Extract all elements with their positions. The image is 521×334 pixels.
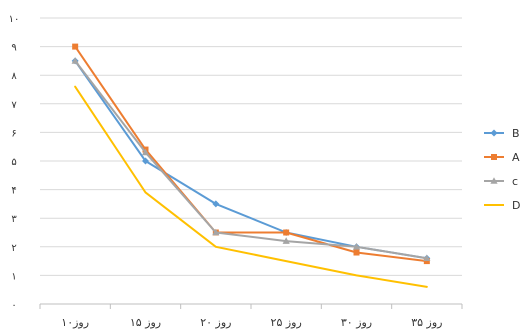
data-point bbox=[352, 243, 361, 250]
series-line bbox=[74, 85, 428, 288]
legend-label: B bbox=[512, 127, 520, 140]
x-axis-ticks: ۱۰روز ۱۵ روز ۲۰ روز ۲۵ روز ۳۰ روز ۳۵ روز bbox=[61, 316, 442, 329]
x-tick-label: ۳۵ روز bbox=[411, 316, 442, 329]
legend-label: A bbox=[512, 151, 520, 164]
y-tick-label: ۱ bbox=[11, 271, 16, 282]
data-point bbox=[490, 177, 498, 184]
data-point bbox=[491, 154, 497, 160]
y-axis-ticks: ۰ ۱ ۲ ۳ ۴ ۵ ۶ ۷ ۸ ۹ ۱۰ bbox=[9, 14, 20, 311]
y-tick-label: ۴ bbox=[11, 186, 16, 197]
legend-item: B bbox=[484, 127, 520, 140]
y-tick-label: ۱۰ bbox=[9, 14, 20, 25]
series-c bbox=[71, 57, 431, 262]
y-tick-label: ۳ bbox=[11, 214, 17, 225]
x-tick-label: ۱۰روز bbox=[61, 316, 89, 329]
legend-item: c bbox=[484, 175, 518, 188]
data-point bbox=[142, 157, 149, 165]
y-tick-label: ۶ bbox=[11, 128, 16, 139]
legend-item: A bbox=[484, 151, 520, 164]
data-point bbox=[141, 148, 150, 156]
data-point bbox=[490, 129, 498, 137]
series-D bbox=[74, 85, 428, 288]
data-point bbox=[423, 254, 431, 262]
series-line bbox=[74, 59, 428, 260]
y-tick-label: ۲ bbox=[11, 243, 16, 254]
legend-label: c bbox=[512, 175, 518, 188]
y-tick-label: ۸ bbox=[11, 71, 17, 82]
series-B bbox=[71, 57, 431, 262]
series-line bbox=[74, 59, 428, 260]
x-tick-label: ۲۰ روز bbox=[200, 316, 231, 329]
data-point bbox=[212, 200, 220, 208]
data-point bbox=[283, 229, 290, 236]
series-lines bbox=[71, 43, 431, 288]
data-point bbox=[353, 249, 360, 256]
gridlines bbox=[39, 17, 463, 309]
x-tick-label: ۱۵ روز bbox=[130, 316, 161, 329]
data-point bbox=[71, 57, 79, 64]
data-point bbox=[72, 43, 79, 50]
y-tick-label: ۷ bbox=[11, 100, 17, 111]
y-tick-label: ۰ bbox=[11, 300, 16, 311]
data-point bbox=[282, 237, 290, 244]
data-point bbox=[423, 258, 430, 265]
x-tick-label: ۲۵ روز bbox=[271, 316, 302, 329]
legend-label: D bbox=[512, 199, 520, 212]
y-tick-label: ۹ bbox=[11, 43, 16, 54]
x-tick-label: ۳۰ روز bbox=[341, 316, 372, 329]
y-tick-label: ۵ bbox=[11, 157, 16, 168]
data-point bbox=[212, 228, 220, 236]
series-A bbox=[72, 43, 430, 265]
series-line bbox=[74, 45, 428, 263]
legend-item: D bbox=[484, 199, 520, 212]
